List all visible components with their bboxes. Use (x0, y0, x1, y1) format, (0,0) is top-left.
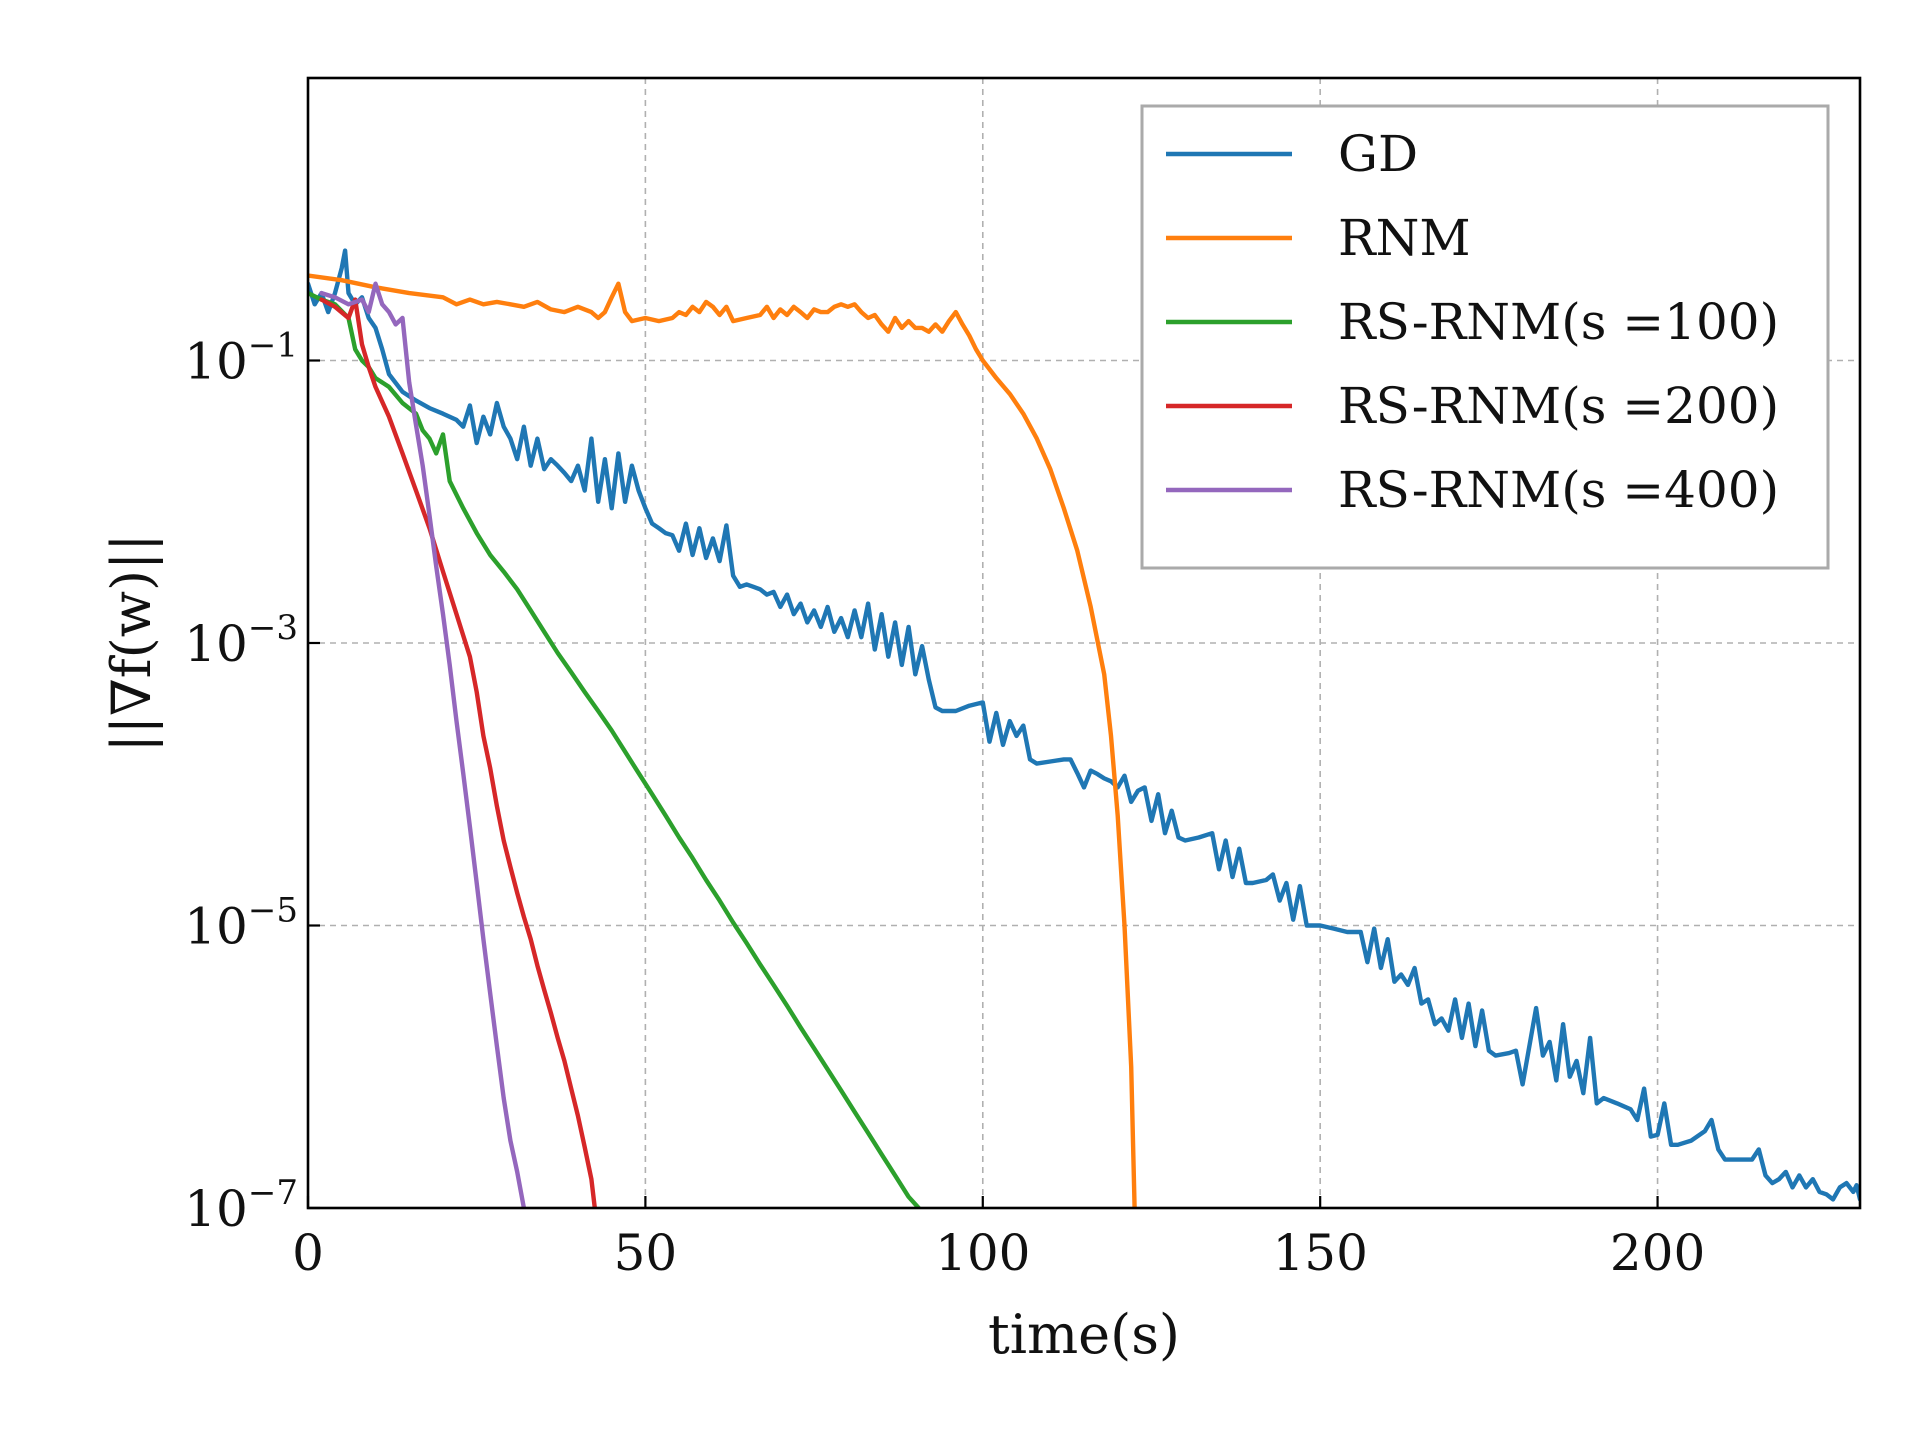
x-tick-label: 50 (614, 1224, 678, 1282)
series-line-rnm (308, 273, 1137, 1208)
series-line-gd (308, 248, 1860, 1202)
y-tick-exponent: −3 (248, 608, 298, 648)
y-tick-label: 10−5 (184, 891, 298, 956)
y-tick-base: 10 (184, 898, 248, 956)
y-tick-label: 10−3 (184, 608, 298, 673)
plot-series (308, 248, 1860, 1208)
x-tick-label: 0 (292, 1224, 324, 1282)
y-tick-exponent: −5 (248, 891, 298, 931)
legend-label-gd: GD (1338, 125, 1418, 183)
y-tick-exponent: −1 (248, 326, 298, 366)
legend: GD RNM RS-RNM(s =100) RS-RNM(s =200) RS-RNM(… (1140, 104, 1830, 570)
x-tick-label: 200 (1610, 1224, 1705, 1282)
y-tick-label: 10−7 (184, 1173, 298, 1238)
series-line-rs-rnm-s-400 (319, 281, 527, 1208)
legend-label-rs-rnm-s-100: RS-RNM(s =100) (1338, 293, 1779, 351)
y-tick-base: 10 (184, 615, 248, 673)
legend-label-rs-rnm-s-400: RS-RNM(s =400) (1338, 461, 1779, 519)
x-tick-label: 150 (1272, 1224, 1367, 1282)
y-tick-exponent: −7 (248, 1173, 298, 1213)
legend-label-rs-rnm-s-200: RS-RNM(s =200) (1338, 377, 1779, 435)
x-tick-label: 100 (935, 1224, 1030, 1282)
y-axis-label: ||∇f(w)|| (100, 534, 163, 753)
legend-label-rnm: RNM (1338, 209, 1471, 267)
y-tick-base: 10 (184, 1180, 248, 1238)
x-axis-label: time(s) (988, 1303, 1180, 1366)
series-line-rs-rnm-s-100 (308, 290, 921, 1208)
series-line-rs-rnm-s-200 (319, 297, 597, 1208)
y-tick-base: 10 (184, 333, 248, 391)
y-tick-label: 10−1 (184, 326, 298, 391)
